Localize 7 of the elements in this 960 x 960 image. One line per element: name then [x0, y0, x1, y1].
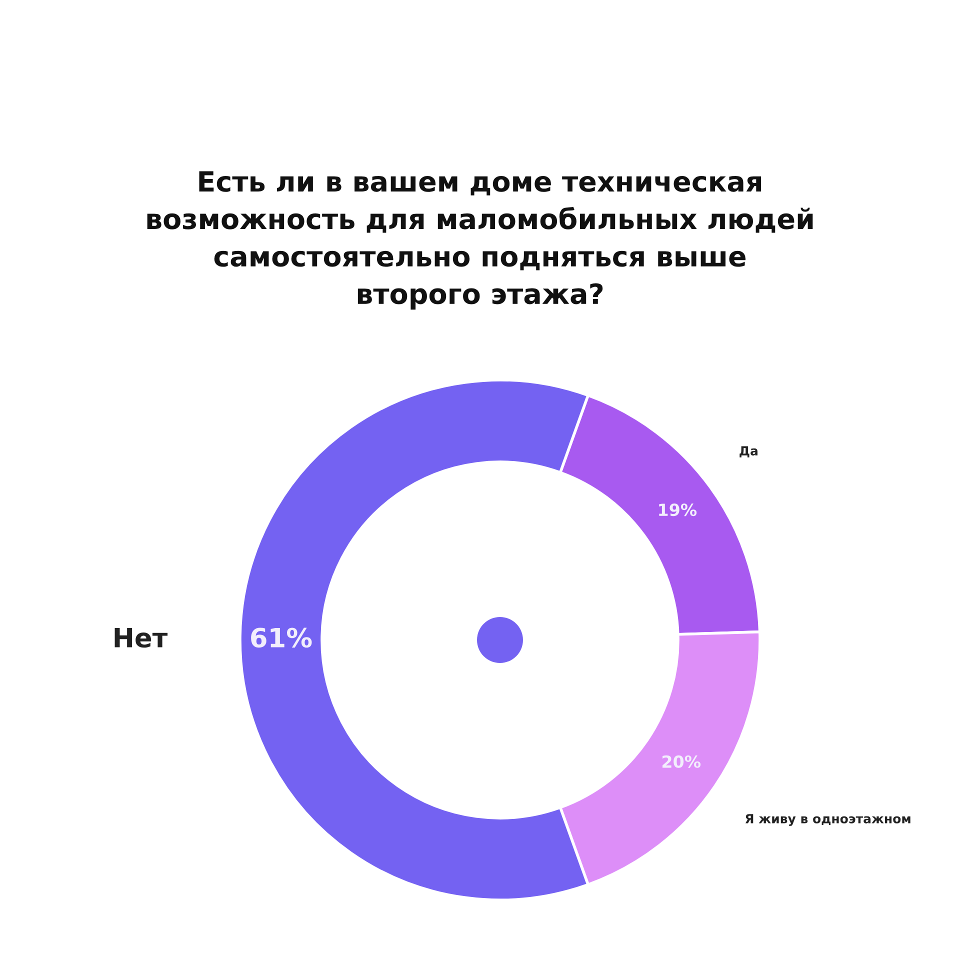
- data-label: 61%: [251, 628, 312, 648]
- data-label: 19%: [659, 504, 697, 516]
- data-label: 20%: [662, 755, 701, 768]
- slice-label: Я живу в одноэтажном: [745, 814, 910, 826]
- slice-label: Нет: [114, 628, 168, 648]
- chart-title: Есть ли в вашем доме техническая возможность для маломобильных людей самостоятельно подняться выше второго этажа?: [147, 171, 813, 310]
- slice-label: Да: [740, 446, 758, 458]
